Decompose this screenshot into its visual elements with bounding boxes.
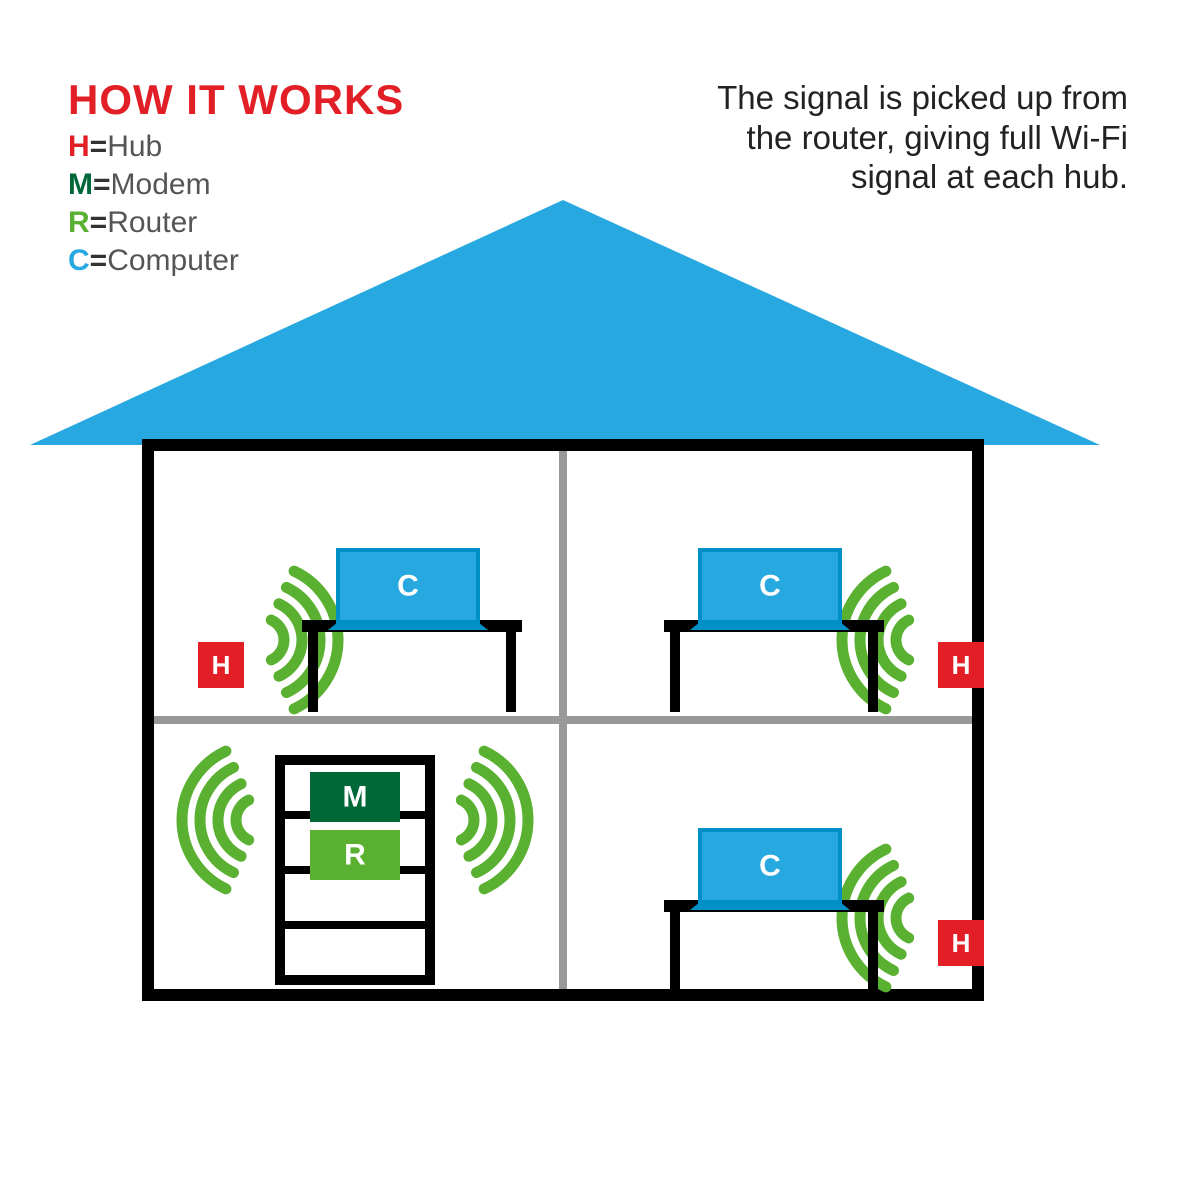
wifi-signal-icon (182, 751, 249, 889)
svg-text:C: C (759, 570, 781, 603)
svg-text:H: H (952, 650, 971, 680)
desk-leg (670, 632, 680, 712)
house-diagram: C H C H MR C H (0, 0, 1200, 1200)
svg-text:H: H (952, 928, 971, 958)
desk-leg (670, 912, 680, 992)
wifi-signal-icon (461, 751, 528, 889)
roof-icon (30, 200, 1100, 445)
laptop-base (328, 622, 488, 630)
desk-leg (506, 632, 516, 712)
desk-leg (868, 632, 878, 712)
desk-leg (308, 632, 318, 712)
svg-text:C: C (397, 570, 419, 603)
wifi-signal-icon (271, 571, 338, 709)
svg-text:H: H (212, 650, 231, 680)
svg-text:R: R (344, 839, 366, 872)
desk-leg (868, 912, 878, 992)
svg-text:M: M (343, 781, 368, 814)
laptop-base (690, 622, 850, 630)
svg-text:C: C (759, 850, 781, 883)
laptop-base (690, 902, 850, 910)
